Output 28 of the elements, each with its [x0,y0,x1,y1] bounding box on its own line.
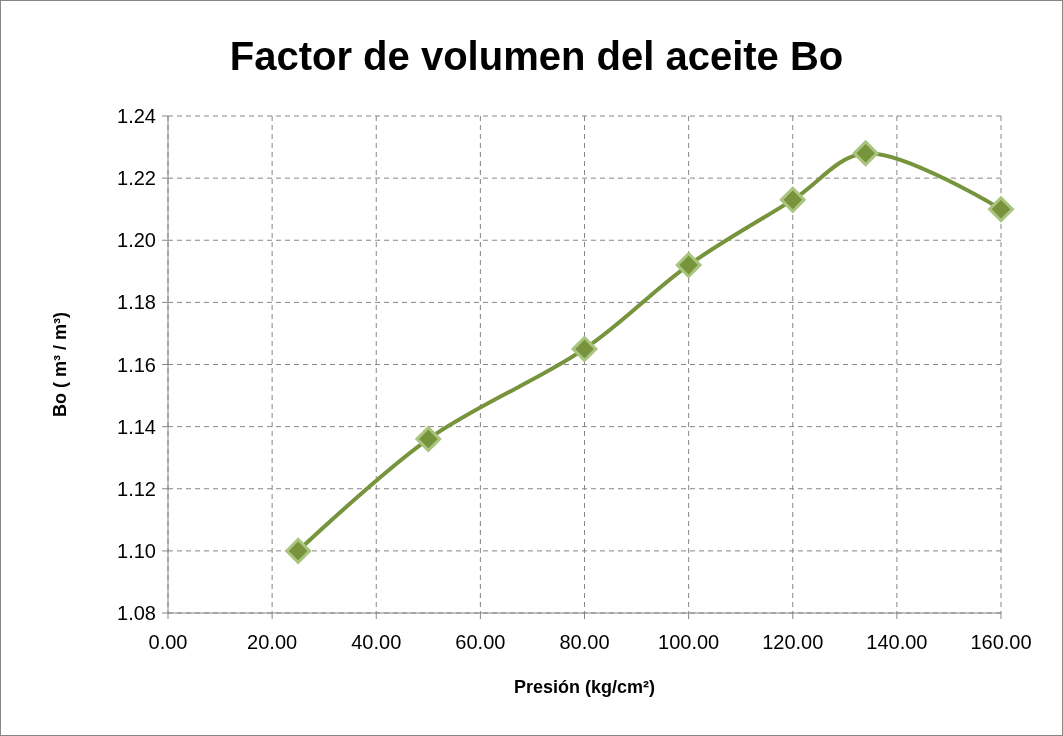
y-tick-label: 1.24 [117,105,156,127]
point [285,537,312,564]
point [852,140,879,167]
x-tick-label: 120.00 [762,631,824,653]
point [779,186,806,213]
y-tick-label: 1.14 [117,415,156,438]
x-tick-label: 40.00 [351,631,402,653]
x-tick-label: 100.00 [658,631,720,653]
point [988,196,1014,223]
chart-title: Factor de volumen del aceite Bo [229,34,844,78]
y-tick-label: 1.18 [117,291,156,314]
y-tick-label: 1.12 [117,477,156,500]
point [571,336,598,362]
point [415,426,442,452]
x-tick-label: 160.00 [970,631,1032,653]
y-tick-label: 1.08 [117,602,156,624]
x-axis-title: Presión (kg/cm²) [513,677,656,697]
x-tick-label: 0.00 [148,631,188,653]
y-tick-label: 1.22 [117,167,156,190]
y-tick-label: 1.10 [117,539,156,562]
point [675,252,702,278]
x-tick-label: 140.00 [866,631,928,653]
x-tick-label: 60.00 [455,631,506,653]
y-tick-label: 1.20 [117,229,156,252]
x-tick-label: 80.00 [559,631,610,653]
y-tick-label: 1.16 [117,353,156,376]
x-tick-label: 20.00 [247,631,298,653]
y-axis-title: Bo ( m³ / m³) [50,312,70,417]
